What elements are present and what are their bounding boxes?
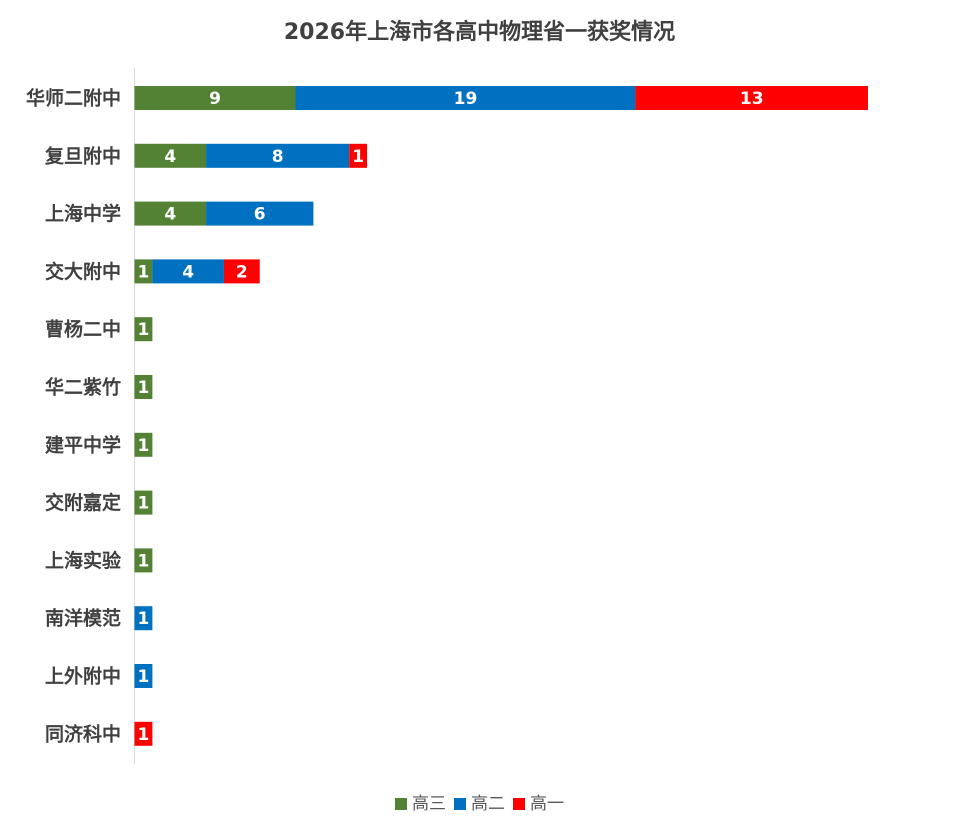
data-labels: 9 19 13 4 8 1 4 6 1 4 2 1 1 1 1 1 1 1 1 — [138, 89, 764, 745]
legend-label: 高二 — [471, 794, 505, 814]
bar-segment — [134, 201, 207, 226]
bars — [134, 86, 868, 746]
data-label: 1 — [138, 436, 150, 456]
category-label: 交附嘉定 — [45, 491, 121, 514]
data-label: 4 — [182, 262, 194, 282]
legend-swatch — [395, 798, 407, 810]
category-label: 建平中学 — [45, 433, 121, 456]
category-label: 同济科中 — [45, 722, 121, 745]
data-label: 1 — [138, 725, 150, 745]
legend-swatch — [513, 798, 525, 810]
data-label: 4 — [164, 205, 176, 225]
data-label: 13 — [740, 89, 764, 109]
data-label: 2 — [236, 262, 248, 282]
legend-item: 高三 — [395, 789, 446, 814]
legend-label: 高三 — [412, 794, 446, 814]
bar-segment — [134, 259, 153, 284]
legend-swatch — [454, 798, 466, 810]
bar-segment — [635, 86, 868, 110]
data-label: 9 — [209, 89, 221, 109]
bar-segment — [134, 375, 153, 399]
category-labels: 华师二附中复旦附中上海中学交大附中曹杨二中华二紫竹建平中学交附嘉定上海实验南洋模… — [26, 87, 122, 746]
legend-label: 高一 — [530, 794, 564, 814]
data-label: 1 — [138, 609, 150, 629]
data-label: 1 — [352, 147, 364, 167]
category-label: 上海中学 — [45, 202, 121, 225]
bar-segment — [134, 721, 153, 746]
bar-segment — [223, 259, 260, 284]
category-label: 复旦附中 — [44, 144, 121, 167]
chart-title: 2026年上海市各高中物理省一获奖情况 — [283, 20, 676, 45]
data-label: 1 — [138, 667, 150, 687]
bar-segment — [134, 432, 153, 457]
bar-segment — [134, 606, 153, 631]
category-label: 上外附中 — [45, 665, 121, 688]
legend-item: 高一 — [513, 789, 564, 814]
bar-segment — [134, 86, 296, 110]
category-label: 华师二附中 — [26, 87, 121, 110]
bar-segment — [206, 143, 350, 168]
data-label: 1 — [138, 262, 150, 282]
bar-segment — [206, 201, 314, 226]
category-label: 交大附中 — [45, 260, 121, 283]
data-label: 6 — [254, 205, 266, 225]
bar-segment — [134, 143, 207, 168]
category-label: 华二紫竹 — [45, 376, 121, 399]
data-label: 1 — [138, 494, 150, 514]
category-label: 曹杨二中 — [45, 318, 121, 341]
data-label: 8 — [272, 147, 284, 167]
data-label: 4 — [164, 147, 176, 167]
bar-segment — [349, 143, 368, 168]
legend: 高三 高二 高一 — [0, 789, 959, 814]
data-label: 1 — [138, 551, 150, 571]
category-label: 南洋模范 — [45, 607, 121, 630]
data-label: 1 — [138, 320, 150, 340]
bar-segment — [134, 490, 153, 515]
bar-segment — [295, 86, 636, 110]
bar-segment — [134, 317, 153, 342]
data-label: 19 — [454, 89, 478, 109]
legend-item: 高二 — [454, 789, 505, 814]
bar-segment — [134, 664, 153, 688]
bar-segment — [152, 259, 224, 284]
data-label: 1 — [138, 378, 150, 398]
bar-segment — [134, 548, 153, 573]
category-label: 上海实验 — [45, 549, 122, 572]
